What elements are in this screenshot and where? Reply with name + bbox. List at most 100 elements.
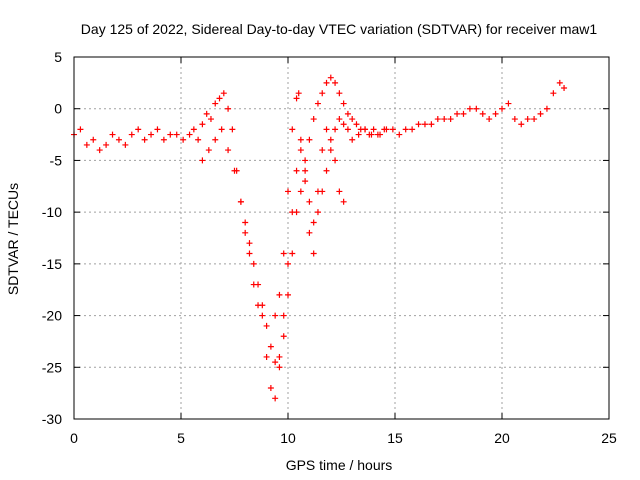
data-point xyxy=(141,136,148,143)
series-third-branch xyxy=(272,90,347,319)
data-point xyxy=(473,105,480,112)
x-tick-label: 25 xyxy=(601,430,617,446)
data-point xyxy=(306,136,313,143)
data-point xyxy=(314,188,321,195)
data-point xyxy=(135,126,142,133)
data-point xyxy=(368,131,375,138)
data-point xyxy=(353,121,360,128)
data-point xyxy=(242,219,249,226)
data-point xyxy=(402,126,409,133)
y-tick-label: -15 xyxy=(42,256,62,272)
data-point xyxy=(518,121,525,128)
data-point xyxy=(246,250,253,257)
data-point xyxy=(332,79,339,86)
data-point xyxy=(280,333,287,340)
data-point xyxy=(319,90,326,97)
data-point xyxy=(336,90,343,97)
data-point xyxy=(302,167,309,174)
data-point xyxy=(349,136,356,143)
data-point xyxy=(280,312,287,319)
data-point xyxy=(524,116,531,123)
data-point xyxy=(327,136,334,143)
data-point xyxy=(306,229,313,236)
x-tick-label: 5 xyxy=(177,430,185,446)
data-point xyxy=(267,384,274,391)
data-point xyxy=(259,312,266,319)
data-point xyxy=(297,188,304,195)
data-point xyxy=(246,240,253,247)
data-point xyxy=(77,126,84,133)
data-point xyxy=(460,110,467,117)
series-second-branch xyxy=(199,116,388,366)
data-point xyxy=(276,291,283,298)
data-point xyxy=(199,157,206,164)
data-point xyxy=(344,110,351,117)
data-point xyxy=(327,147,334,154)
data-point xyxy=(415,121,422,128)
data-point xyxy=(511,116,518,123)
data-point xyxy=(332,126,339,133)
data-point xyxy=(323,79,330,86)
data-point xyxy=(531,116,538,123)
grid-layer xyxy=(74,57,609,419)
data-point xyxy=(486,116,493,123)
y-tick-label: -5 xyxy=(50,152,63,168)
data-point xyxy=(293,167,300,174)
data-point xyxy=(180,136,187,143)
x-tick-label: 0 xyxy=(70,430,78,446)
data-point xyxy=(289,250,296,257)
data-point xyxy=(297,136,304,143)
data-point xyxy=(199,121,206,128)
x-tick-label: 10 xyxy=(280,430,296,446)
data-point xyxy=(454,110,461,117)
data-point xyxy=(556,79,563,86)
data-point xyxy=(306,198,313,205)
data-point xyxy=(421,121,428,128)
data-point xyxy=(349,116,356,123)
data-point xyxy=(289,126,296,133)
data-point xyxy=(218,126,225,133)
data-point xyxy=(340,198,347,205)
data-point xyxy=(220,90,227,97)
data-point xyxy=(272,359,279,366)
y-axis-label: SDTVAR / TECUs xyxy=(5,183,21,295)
data-point xyxy=(276,364,283,371)
data-point xyxy=(295,90,302,97)
data-point xyxy=(173,131,180,138)
data-point xyxy=(293,95,300,102)
y-tick-label: 0 xyxy=(54,101,62,117)
data-point xyxy=(207,116,214,123)
data-point xyxy=(190,126,197,133)
data-point xyxy=(537,110,544,117)
y-tick-label: -20 xyxy=(42,308,62,324)
data-point xyxy=(409,126,416,133)
data-point xyxy=(332,157,339,164)
data-point xyxy=(323,126,330,133)
data-point xyxy=(314,100,321,107)
data-point xyxy=(505,100,512,107)
data-point xyxy=(285,291,291,298)
data-point xyxy=(550,90,557,97)
data-point xyxy=(492,110,499,117)
data-point xyxy=(276,353,283,360)
data-point xyxy=(289,209,296,216)
data-point xyxy=(263,353,270,360)
data-point xyxy=(327,74,334,81)
data-point xyxy=(250,260,257,267)
data-point xyxy=(203,110,210,117)
data-point xyxy=(543,105,550,112)
data-point xyxy=(314,209,321,216)
data-point xyxy=(96,147,103,154)
y-tick-label: 5 xyxy=(54,49,62,65)
data-point xyxy=(128,131,135,138)
data-point xyxy=(370,126,377,133)
data-point xyxy=(115,136,122,143)
data-point xyxy=(285,188,291,195)
data-point xyxy=(231,167,238,174)
data-point xyxy=(340,100,347,107)
data-point xyxy=(340,121,347,128)
data-point xyxy=(355,131,362,138)
y-tick-label: -30 xyxy=(42,411,62,427)
